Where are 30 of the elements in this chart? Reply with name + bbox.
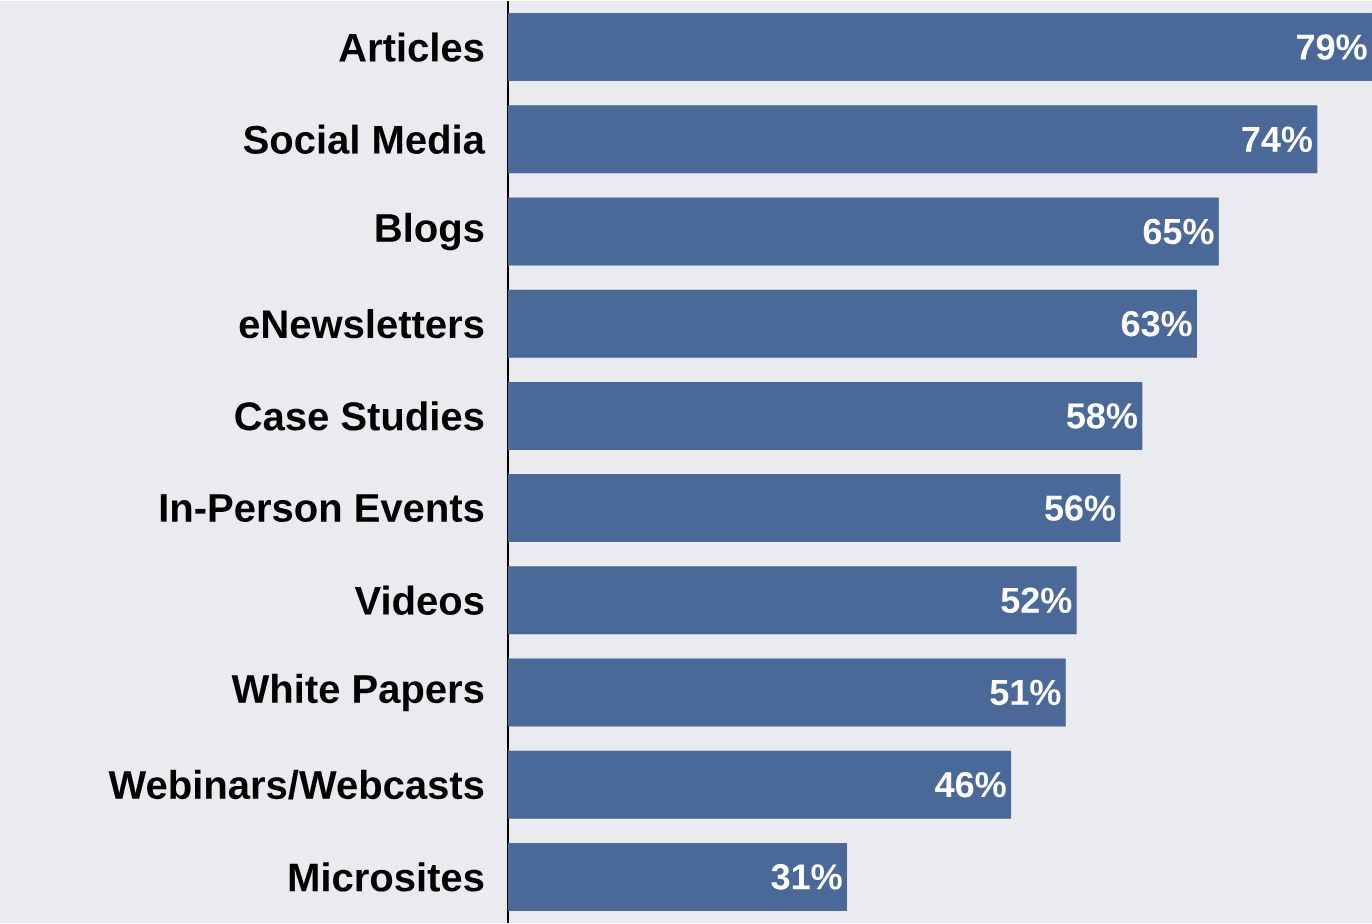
data-label: 63% (1121, 310, 1192, 337)
data-label: 52% (1001, 587, 1072, 614)
y-tick-label: Articles (339, 32, 484, 62)
data-label: 46% (935, 771, 1006, 798)
y-tick-label: Videos (354, 585, 484, 615)
y-tick-label: Case Studies (235, 401, 484, 431)
bar (508, 750, 1012, 819)
y-tick-label: Microsites (289, 862, 484, 892)
data-label: 65% (1143, 218, 1214, 245)
bar (508, 474, 1121, 543)
y-tick-label: White Papers (231, 673, 484, 712)
bar (508, 381, 1143, 450)
data-label: 58% (1066, 403, 1137, 429)
data-label: 51% (990, 679, 1061, 706)
data-label: 79% (1297, 34, 1367, 60)
bar (508, 197, 1219, 266)
bar (508, 658, 1066, 727)
y-tick-label: Webinars/Webcasts (108, 769, 484, 800)
data-label: 31% (771, 864, 842, 890)
data-label: 56% (1045, 495, 1116, 521)
y-tick-label: In-Person Events (160, 494, 484, 523)
bar (508, 13, 1372, 82)
y-tick-label: Blogs (376, 212, 484, 251)
bar (508, 289, 1198, 358)
data-label: 74% (1242, 126, 1312, 152)
bar (508, 566, 1077, 635)
bar (508, 842, 848, 911)
y-tick-label: eNewsletters (239, 309, 484, 339)
bar (508, 105, 1318, 174)
y-tick-label: Social Media (243, 124, 486, 154)
